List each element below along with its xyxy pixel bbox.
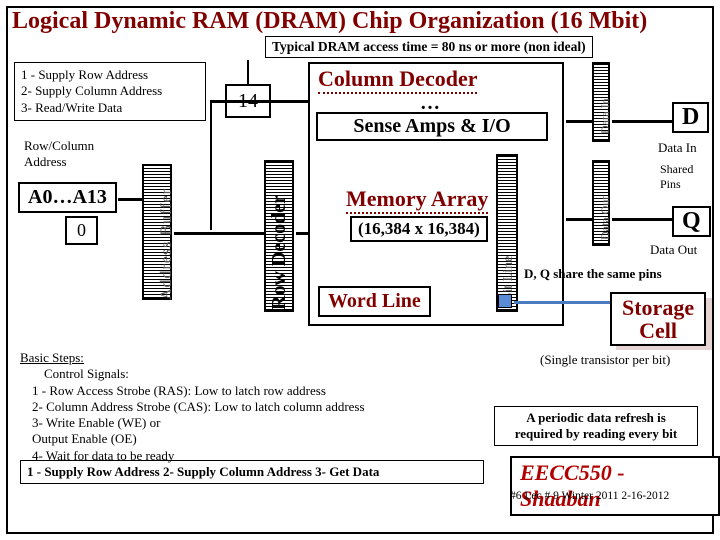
column-decoder-label: Column Decoder bbox=[318, 66, 477, 94]
wire bbox=[247, 60, 249, 84]
zero-box: 0 bbox=[65, 216, 98, 245]
storage-cell-icon bbox=[498, 294, 512, 308]
storage-cell-box: Storage Cell bbox=[610, 292, 706, 346]
row-decoder-label: Row Decoder bbox=[268, 195, 291, 310]
course-badge: EECC550 - Shaaban bbox=[510, 456, 720, 516]
wire bbox=[118, 198, 142, 201]
page-title: Logical Dynamic RAM (DRAM) Chip Organiza… bbox=[12, 8, 647, 35]
access-steps-box: 1 - Supply Row Address 2- Supply Column … bbox=[14, 62, 206, 121]
array-dimensions: (16,384 x 16,384) bbox=[350, 216, 488, 242]
wire bbox=[296, 232, 308, 235]
row-col-address-label: Row/Column Address bbox=[24, 138, 94, 170]
data-out-vert-label: Data Out bbox=[598, 196, 613, 240]
step3: 3- Read/Write Data bbox=[21, 100, 199, 116]
arrow-line bbox=[514, 301, 610, 304]
q-pin-box: Q bbox=[672, 206, 711, 237]
wire bbox=[210, 100, 308, 103]
subtitle-box: Typical DRAM access time = 80 ns or more… bbox=[265, 36, 593, 58]
control-signals: Control Signals: bbox=[20, 366, 365, 382]
d-pin-box: D bbox=[672, 102, 709, 133]
bottom-steps-box: 1 - Supply Row Address 2- Supply Column … bbox=[20, 460, 484, 484]
basic-steps-head: Basic Steps: bbox=[20, 350, 84, 365]
data-in-vert-label: Data In bbox=[598, 98, 613, 134]
bs-l1: 1 - Row Access Strobe (RAS): Low to latc… bbox=[20, 383, 365, 399]
data-in-label: Data In bbox=[658, 140, 697, 156]
address-range: A0…A13 bbox=[18, 182, 117, 213]
wire bbox=[174, 232, 264, 235]
data-out-label: Data Out bbox=[650, 242, 697, 258]
bs-l2: 2- Column Address Strobe (CAS): Low to l… bbox=[20, 399, 365, 415]
bs-l3: 3- Write Enable (WE) or bbox=[20, 415, 365, 431]
footer-text: #6 Lec # 9 Winter 2011 2-16-2012 bbox=[510, 490, 669, 502]
wire bbox=[612, 218, 672, 221]
wire bbox=[612, 120, 672, 123]
step1: 1 - Supply Row Address bbox=[21, 67, 199, 83]
address-buffer-label: Address Buffer bbox=[158, 188, 176, 300]
word-line-box: Word Line bbox=[318, 286, 431, 317]
memory-array-label: Memory Array bbox=[346, 186, 488, 214]
wire bbox=[566, 120, 592, 123]
refresh-note-box: A periodic data refresh is required by r… bbox=[494, 406, 698, 446]
basic-steps-text: Basic Steps: Control Signals: 1 - Row Ac… bbox=[20, 350, 365, 464]
dq-share-note: D, Q share the same pins bbox=[524, 266, 662, 282]
step2: 2- Supply Column Address bbox=[21, 83, 199, 99]
sense-amps-box: Sense Amps & I/O bbox=[316, 112, 548, 141]
wire bbox=[210, 100, 212, 230]
bs-l3b: Output Enable (OE) bbox=[20, 431, 365, 447]
shared-pins-label: Shared Pins bbox=[660, 162, 716, 192]
wire bbox=[566, 218, 592, 221]
storage-cell-note: (Single transistor per bit) bbox=[540, 352, 670, 368]
